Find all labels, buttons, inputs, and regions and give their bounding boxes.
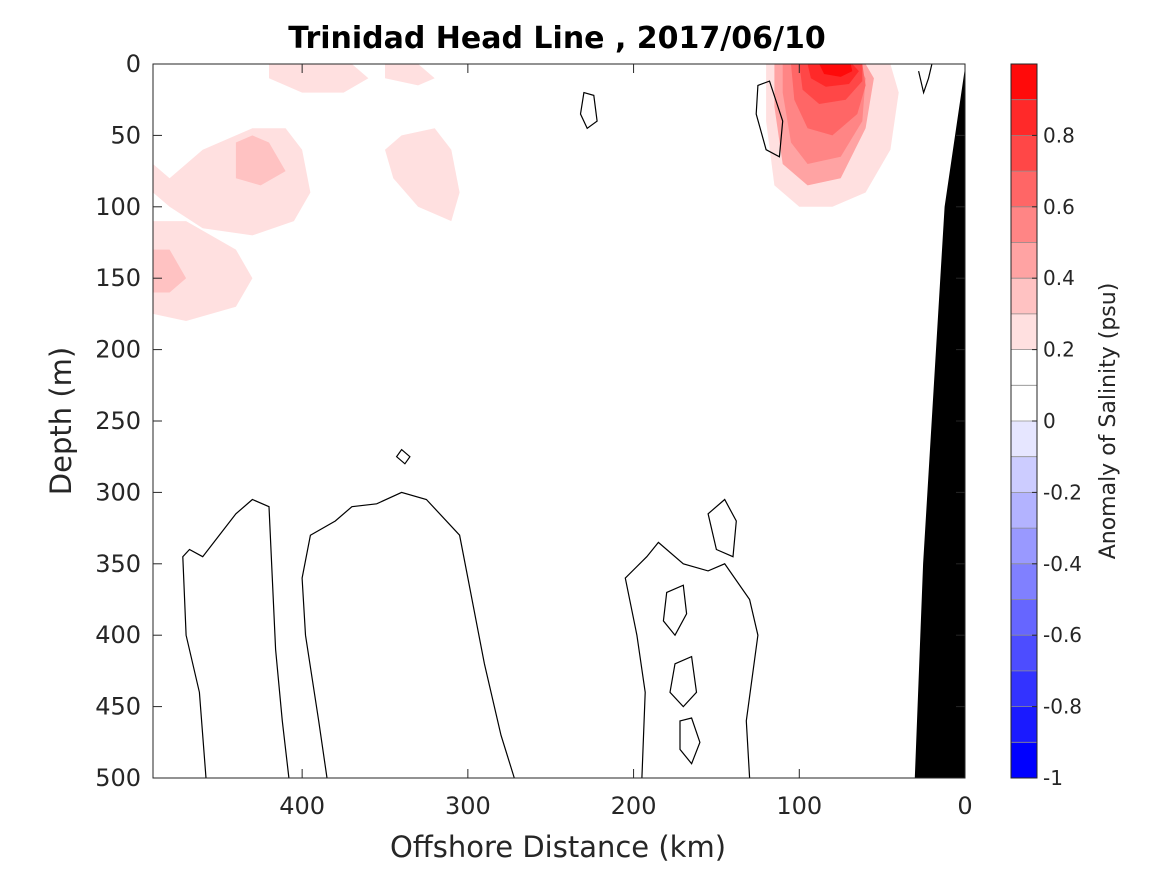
- colorbar-tick-label: 0: [1043, 409, 1056, 433]
- zero-contour-11: [918, 64, 933, 95]
- axes: 0 50 100 150 200 250 300 350 400 450 500 400 300 200 1…: [95, 50, 972, 820]
- colorbar-tick-label: -0.4: [1043, 552, 1082, 576]
- colorbar-segment: [1011, 206, 1037, 243]
- zero-contour-9: [579, 91, 598, 130]
- colorbar-tick-label: 0.4: [1043, 266, 1075, 290]
- colorbar-segment: [1011, 706, 1037, 743]
- colorbar-segment: [1011, 563, 1037, 600]
- colorbar-segment: [1011, 278, 1037, 315]
- y-tick-label: 200: [95, 336, 141, 364]
- colorbar-segment: [1011, 242, 1037, 279]
- colorbar: 0.8 0.6 0.4 0.2 0 -0.2 -0.4 -0.6 -0.8 -1: [1010, 63, 1082, 790]
- zero-contour-8: [395, 448, 411, 465]
- colorbar-segment: [1011, 99, 1037, 136]
- x-tick-label: 300: [445, 792, 491, 820]
- x-tick-label: 400: [279, 792, 325, 820]
- region-patch-0.9: [819, 64, 853, 77]
- y-tick-label: 300: [95, 478, 141, 506]
- region-patch-0.2-top-b: [385, 64, 435, 86]
- y-tick-label: 250: [95, 407, 141, 435]
- colorbar-tick-label: 0.8: [1043, 123, 1075, 147]
- colorbar-segment: [1011, 135, 1037, 172]
- colorbar-segment: [1011, 385, 1037, 422]
- region-patch-0.3-a: [235, 135, 286, 186]
- zero-contour-4: [707, 498, 737, 558]
- colorbar-segment: [1011, 171, 1037, 208]
- y-tick-label: 150: [95, 264, 141, 292]
- region-patch-0.2-sw: [153, 221, 253, 321]
- region-patch-0.3-b: [153, 249, 187, 293]
- bathymetry-layer: [914, 71, 965, 778]
- colorbar-tick-label: -0.6: [1043, 623, 1082, 647]
- region-bay-3: [898, 69, 919, 222]
- x-tick-label: 200: [611, 792, 657, 820]
- colorbar-segment: [1011, 528, 1037, 565]
- colorbar-tick-label: -0.8: [1043, 695, 1082, 719]
- anomaly-regions: [153, 64, 932, 371]
- x-tick-label: 100: [776, 792, 822, 820]
- colorbar-segment: [1011, 670, 1037, 707]
- colorbar-tick-label: 0.2: [1043, 338, 1075, 362]
- colorbar-tick-label: -1: [1043, 766, 1063, 790]
- zero-contour-2: [301, 491, 515, 778]
- y-tick-label: 450: [95, 693, 141, 721]
- region-surface-band-0.1: [153, 64, 932, 371]
- x-axis-label: Offshore Distance (km): [390, 830, 726, 864]
- y-tick-label: 350: [95, 550, 141, 578]
- zero-contour-7: [679, 717, 701, 765]
- colorbar-segment: [1011, 635, 1037, 672]
- zero-contours: [182, 64, 933, 778]
- y-tick-label: 400: [95, 621, 141, 649]
- y-tick-label: 50: [110, 121, 141, 149]
- x-tick-label: 0: [957, 792, 972, 820]
- zero-contour-3: [624, 541, 759, 778]
- colorbar-label: Anomaly of Salinity (psu): [1096, 283, 1121, 560]
- zero-contour-5: [662, 584, 688, 637]
- colorbar-segment: [1011, 349, 1037, 386]
- zero-contour-10: [755, 80, 784, 158]
- chart-title: Trinidad Head Line , 2017/06/10: [288, 21, 825, 56]
- zero-contour-1: [182, 498, 290, 778]
- colorbar-tick-label: -0.2: [1043, 480, 1082, 504]
- colorbar-segment: [1011, 64, 1037, 101]
- y-tick-label: 100: [95, 193, 141, 221]
- bathymetry-shape: [914, 71, 965, 778]
- colorbar-segment: [1011, 421, 1037, 458]
- colorbar-segment: [1011, 313, 1037, 350]
- y-tick-label: 0: [126, 50, 141, 78]
- region-patch-0.2-top-a: [269, 64, 369, 93]
- colorbar-segment: [1011, 492, 1037, 529]
- region-bay-1: [501, 78, 634, 164]
- colorbar-segment: [1011, 742, 1037, 779]
- zero-contour-6: [669, 655, 698, 708]
- plot-area: [153, 64, 965, 778]
- colorbar-tick-label: 0.6: [1043, 195, 1075, 219]
- colorbar-segment: [1011, 599, 1037, 636]
- colorbar-segment: [1011, 456, 1037, 493]
- region-patch-0.2-mid: [385, 128, 460, 222]
- y-tick-label: 500: [95, 764, 141, 792]
- y-axis-label: Depth (m): [44, 347, 78, 495]
